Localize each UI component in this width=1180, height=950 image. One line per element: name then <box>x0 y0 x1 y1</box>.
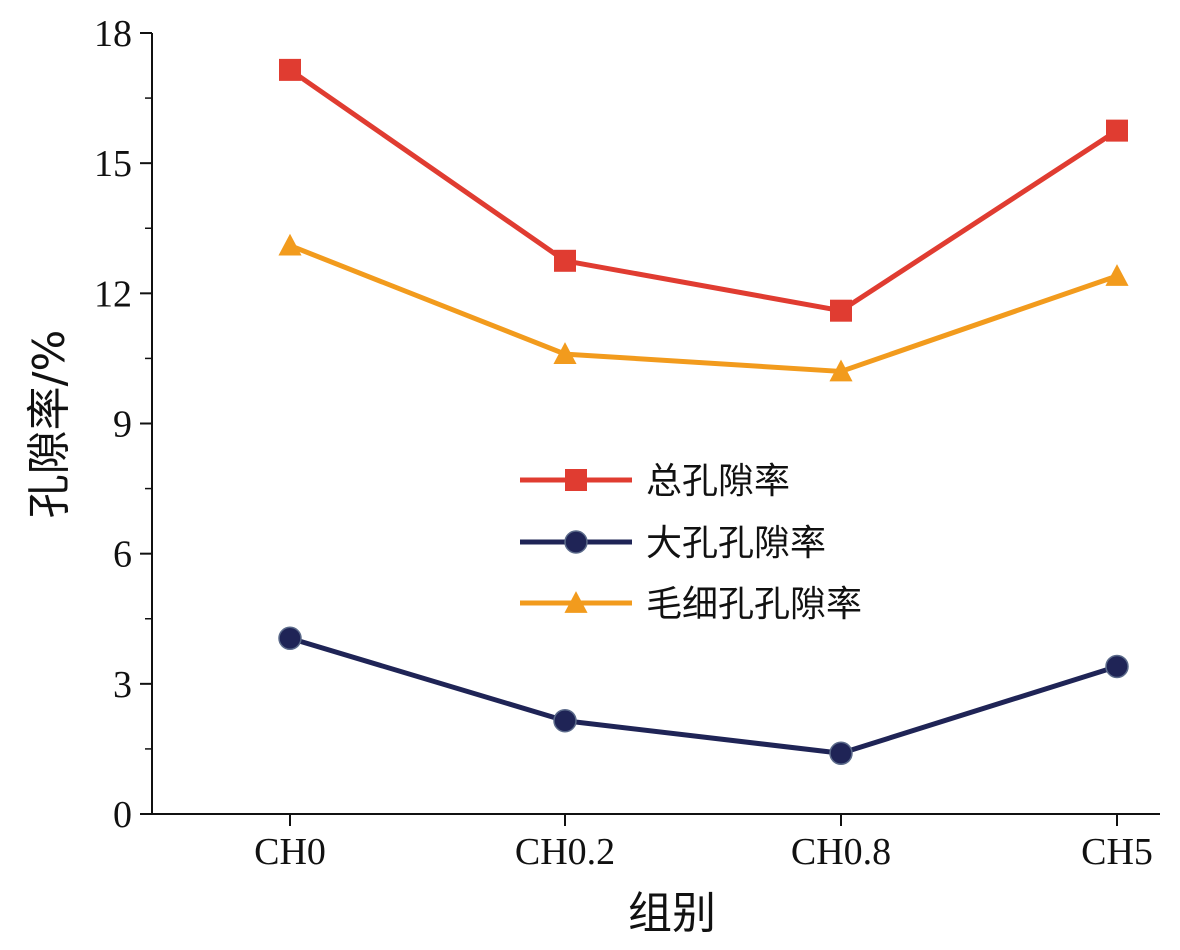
y-tick-label: 15 <box>94 143 132 185</box>
y-tick-label: 6 <box>113 534 132 576</box>
legend-label: 大孔孔隙率 <box>646 523 826 564</box>
series-line-1 <box>288 67 1119 314</box>
x-tick-label: CH0 <box>254 831 326 873</box>
legend-marker <box>564 591 588 613</box>
data-point-2 <box>1105 654 1129 679</box>
data-point-3 <box>829 359 853 382</box>
y-tick-label: 18 <box>94 13 132 55</box>
y-tick-label: 0 <box>113 794 132 836</box>
legend-marker <box>564 530 588 554</box>
data-point-1 <box>554 249 576 272</box>
x-ticks: CH0 CH0.2 CH0.8 CH5 <box>254 814 1153 873</box>
x-tick-label: CH5 <box>1081 831 1153 873</box>
legend-label: 总孔隙率 <box>646 461 790 502</box>
data-point-2 <box>278 626 302 651</box>
data-point-1 <box>830 299 852 322</box>
y-ticks: 0 3 6 9 12 15 18 <box>94 13 152 836</box>
data-point-2 <box>829 741 853 766</box>
data-point-1 <box>1106 119 1128 142</box>
x-axis-title: 组别 <box>628 888 716 939</box>
y-axis-title: 孔隙率/% <box>24 330 75 519</box>
legend-label: 毛细孔孔隙率 <box>646 584 862 625</box>
y-tick-label: 12 <box>94 273 132 315</box>
series-lines <box>288 67 1119 756</box>
axes <box>151 33 1160 815</box>
series-markers <box>278 58 1129 766</box>
data-point-2 <box>553 708 577 733</box>
data-point-3 <box>1105 264 1129 286</box>
legend-marker <box>565 469 587 491</box>
y-tick-label: 9 <box>113 404 132 446</box>
series-line-3 <box>289 243 1118 374</box>
y-tick-label: 3 <box>113 664 132 706</box>
series-line-2 <box>289 635 1118 756</box>
data-point-3 <box>553 342 577 364</box>
x-tick-label: CH0.8 <box>791 831 891 873</box>
data-point-1 <box>279 58 301 81</box>
data-point-3 <box>278 233 302 256</box>
x-tick-label: CH0.2 <box>515 831 615 873</box>
